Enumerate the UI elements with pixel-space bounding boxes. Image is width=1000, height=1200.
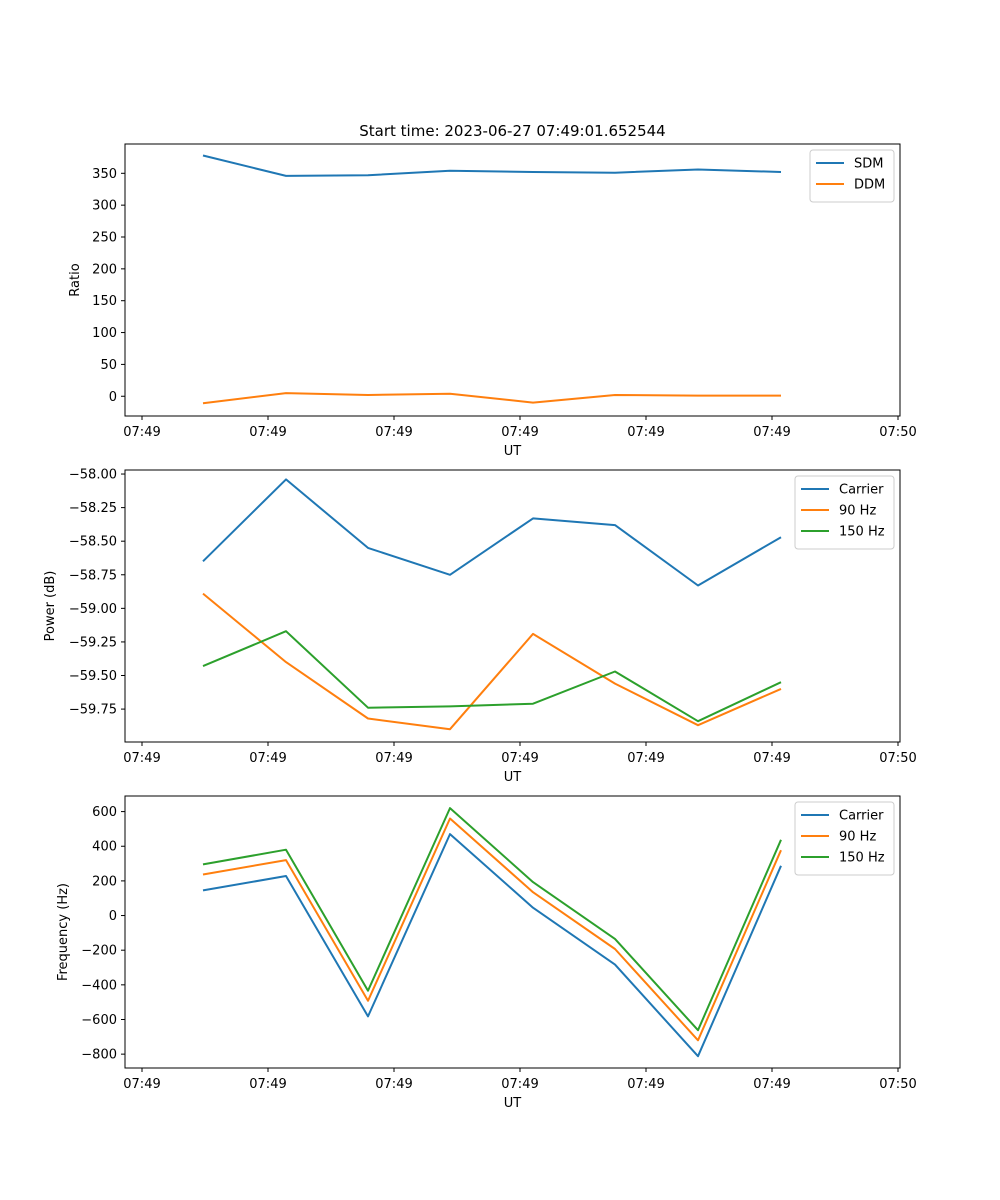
x-tick-label: 07:49 — [375, 1077, 412, 1092]
series-line-90-hz — [202, 592, 782, 731]
y-tick-label: −59.75 — [69, 703, 117, 718]
y-tick-label: 0 — [109, 909, 117, 924]
x-tick-label: 07:49 — [249, 1077, 286, 1092]
y-tick-label: 200 — [92, 262, 117, 277]
y-tick-label: −59.25 — [69, 635, 117, 650]
axes-frame — [124, 469, 901, 743]
axes-frame — [124, 143, 901, 417]
y-axis-label: Power (dB) — [43, 571, 58, 642]
legend-label: SDM — [854, 157, 883, 172]
x-tick-label: 07:49 — [123, 1077, 160, 1092]
y-tick-label: 50 — [100, 358, 117, 373]
y-tick-label: 400 — [92, 840, 117, 855]
y-tick-label: 600 — [92, 805, 117, 820]
series-line-carrier — [202, 833, 782, 1058]
series-line-carrier — [202, 478, 782, 587]
axes-frame — [124, 795, 901, 1069]
x-tick-label: 07:49 — [123, 751, 160, 766]
y-tick-label: −58.75 — [69, 568, 117, 583]
x-tick-label: 07:49 — [753, 751, 790, 766]
x-tick-label: 07:49 — [375, 425, 412, 440]
y-tick-label: −200 — [81, 944, 117, 959]
legend-label: 90 Hz — [839, 504, 876, 519]
legend-label: 90 Hz — [839, 830, 876, 845]
x-axis-label: UT — [504, 1096, 522, 1111]
figure-title: Start time: 2023-06-27 07:49:01.652544 — [359, 122, 665, 140]
y-tick-label: −58.00 — [69, 468, 117, 483]
x-tick-label: 07:49 — [753, 425, 790, 440]
y-axis-label: Frequency (Hz) — [56, 883, 71, 981]
x-tick-label: 07:49 — [249, 751, 286, 766]
legend-label: DDM — [854, 178, 885, 193]
y-axis-label: Ratio — [68, 263, 83, 296]
x-tick-label: 07:49 — [375, 751, 412, 766]
x-tick-label: 07:49 — [501, 1077, 538, 1092]
y-tick-label: −59.00 — [69, 602, 117, 617]
x-tick-label: 07:49 — [627, 425, 664, 440]
x-tick-label: 07:49 — [627, 751, 664, 766]
subplots: 0 50 100 150 200 250 300 350 07:49 07:49 07:49 07:4… — [43, 143, 917, 1111]
y-tick-label: 250 — [92, 231, 117, 246]
subplot-1: 0 50 100 150 200 250 300 350 07:49 07:49 07:49 07:4… — [68, 143, 917, 459]
y-tick-label: 150 — [92, 294, 117, 309]
y-tick-label: 350 — [92, 167, 117, 182]
y-tick-label: 100 — [92, 326, 117, 341]
y-tick-label: −600 — [81, 1013, 117, 1028]
subplot-2: −59.75 −59.50 −59.25 −59.00 −58.75 −58.50 −58.… — [43, 468, 917, 785]
x-tick-label: 07:49 — [627, 1077, 664, 1092]
y-tick-label: −58.25 — [69, 501, 117, 516]
legend-label: Carrier — [839, 809, 884, 824]
series-line-150-hz — [202, 630, 782, 723]
legend-label: Carrier — [839, 483, 884, 498]
x-tick-label: 07:49 — [249, 425, 286, 440]
series-line-150-hz — [202, 807, 782, 1032]
x-tick-label: 07:50 — [879, 1077, 916, 1092]
x-tick-label: 07:49 — [123, 425, 160, 440]
legend-label: 150 Hz — [839, 525, 885, 540]
series-line-sdm — [202, 154, 782, 177]
x-axis-label: UT — [504, 770, 522, 785]
y-tick-label: −800 — [81, 1048, 117, 1063]
x-tick-label: 07:49 — [501, 751, 538, 766]
x-tick-label: 07:50 — [879, 425, 916, 440]
y-tick-label: −400 — [81, 978, 117, 993]
subplot-3: −800 −600 −400 −200 0 200 400 600 07:49 07:49 07:4… — [56, 795, 917, 1111]
y-tick-label: −59.50 — [69, 669, 117, 684]
x-tick-label: 07:50 — [879, 751, 916, 766]
series-line-90-hz — [202, 817, 782, 1042]
x-tick-label: 07:49 — [753, 1077, 790, 1092]
legend-label: 150 Hz — [839, 851, 885, 866]
y-tick-label: 300 — [92, 199, 117, 214]
y-tick-label: −58.50 — [69, 535, 117, 550]
x-tick-label: 07:49 — [501, 425, 538, 440]
y-tick-label: 0 — [109, 390, 117, 405]
y-tick-label: 200 — [92, 874, 117, 889]
series-line-ddm — [202, 392, 781, 405]
x-axis-label: UT — [504, 444, 522, 459]
